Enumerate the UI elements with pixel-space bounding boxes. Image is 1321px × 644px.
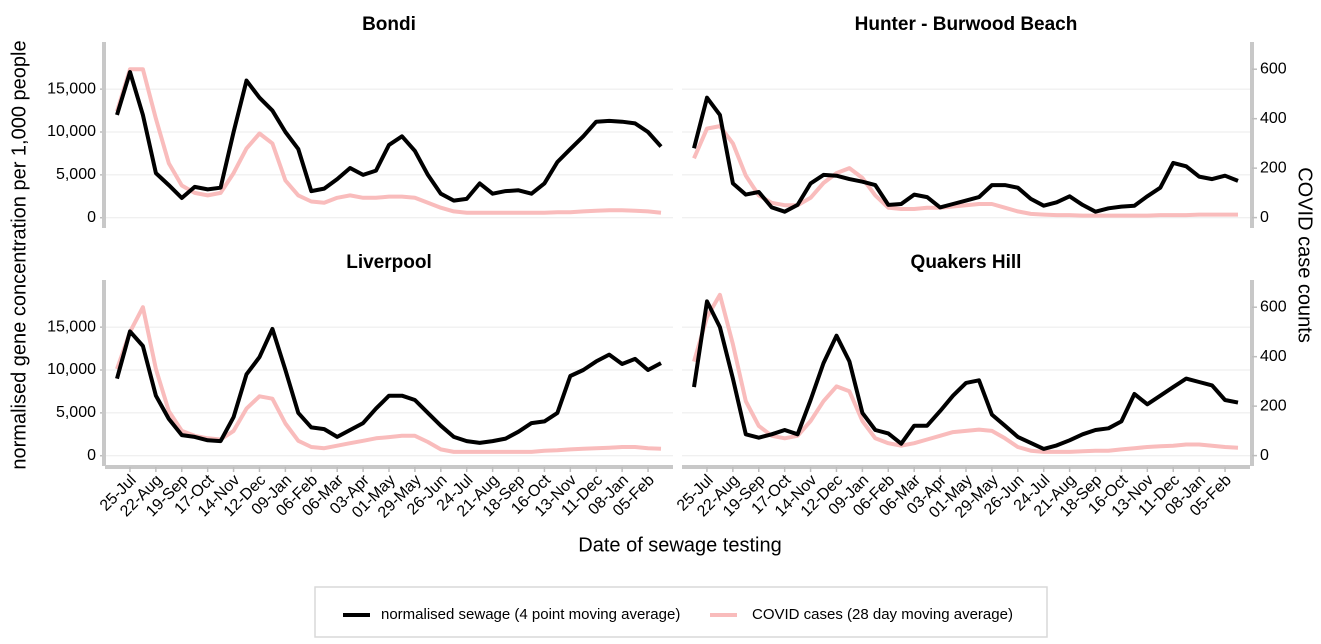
series-line [115, 67, 662, 215]
series-line [692, 124, 1238, 218]
panel-title: Bondi [362, 14, 416, 35]
legend-label: COVID cases (28 day moving average) [752, 606, 1013, 623]
y-tick-label: 15,000 [47, 318, 96, 335]
series-line [115, 326, 662, 445]
y-tick-label: 5,000 [56, 166, 96, 183]
series-line [692, 95, 1239, 214]
series-line [692, 299, 1239, 451]
panel-title: Liverpool [346, 252, 432, 273]
panel-title: Hunter - Burwood Beach [855, 14, 1078, 35]
series-line [115, 70, 663, 203]
y-tick-label: 10,000 [47, 123, 96, 140]
panel-title: Quakers Hill [911, 252, 1022, 273]
y2-axis-label: COVID case counts [1294, 167, 1316, 343]
y2-tick-label: 0 [1260, 447, 1269, 464]
y-tick-label: 0 [87, 209, 96, 226]
y2-tick-label: 200 [1260, 397, 1287, 414]
y2-tick-label: 200 [1260, 159, 1287, 176]
y2-tick-label: 400 [1260, 348, 1287, 365]
legend [314, 586, 1048, 638]
y2-tick-label: 600 [1260, 298, 1287, 315]
y-tick-label: 15,000 [47, 80, 96, 97]
y2-tick-label: 0 [1260, 209, 1269, 226]
y-axis-label: normalised gene concentration per 1,000 … [8, 40, 30, 469]
y2-tick-label: 400 [1260, 110, 1287, 127]
series-line [692, 292, 1239, 454]
y2-tick-label: 600 [1260, 60, 1287, 77]
y-tick-label: 10,000 [47, 361, 96, 378]
x-axis-label: Date of sewage testing [578, 534, 781, 556]
legend-label: normalised sewage (4 point moving averag… [381, 606, 680, 623]
y-tick-label: 0 [87, 447, 96, 464]
y-tick-label: 5,000 [56, 404, 96, 421]
series-line [115, 305, 662, 454]
